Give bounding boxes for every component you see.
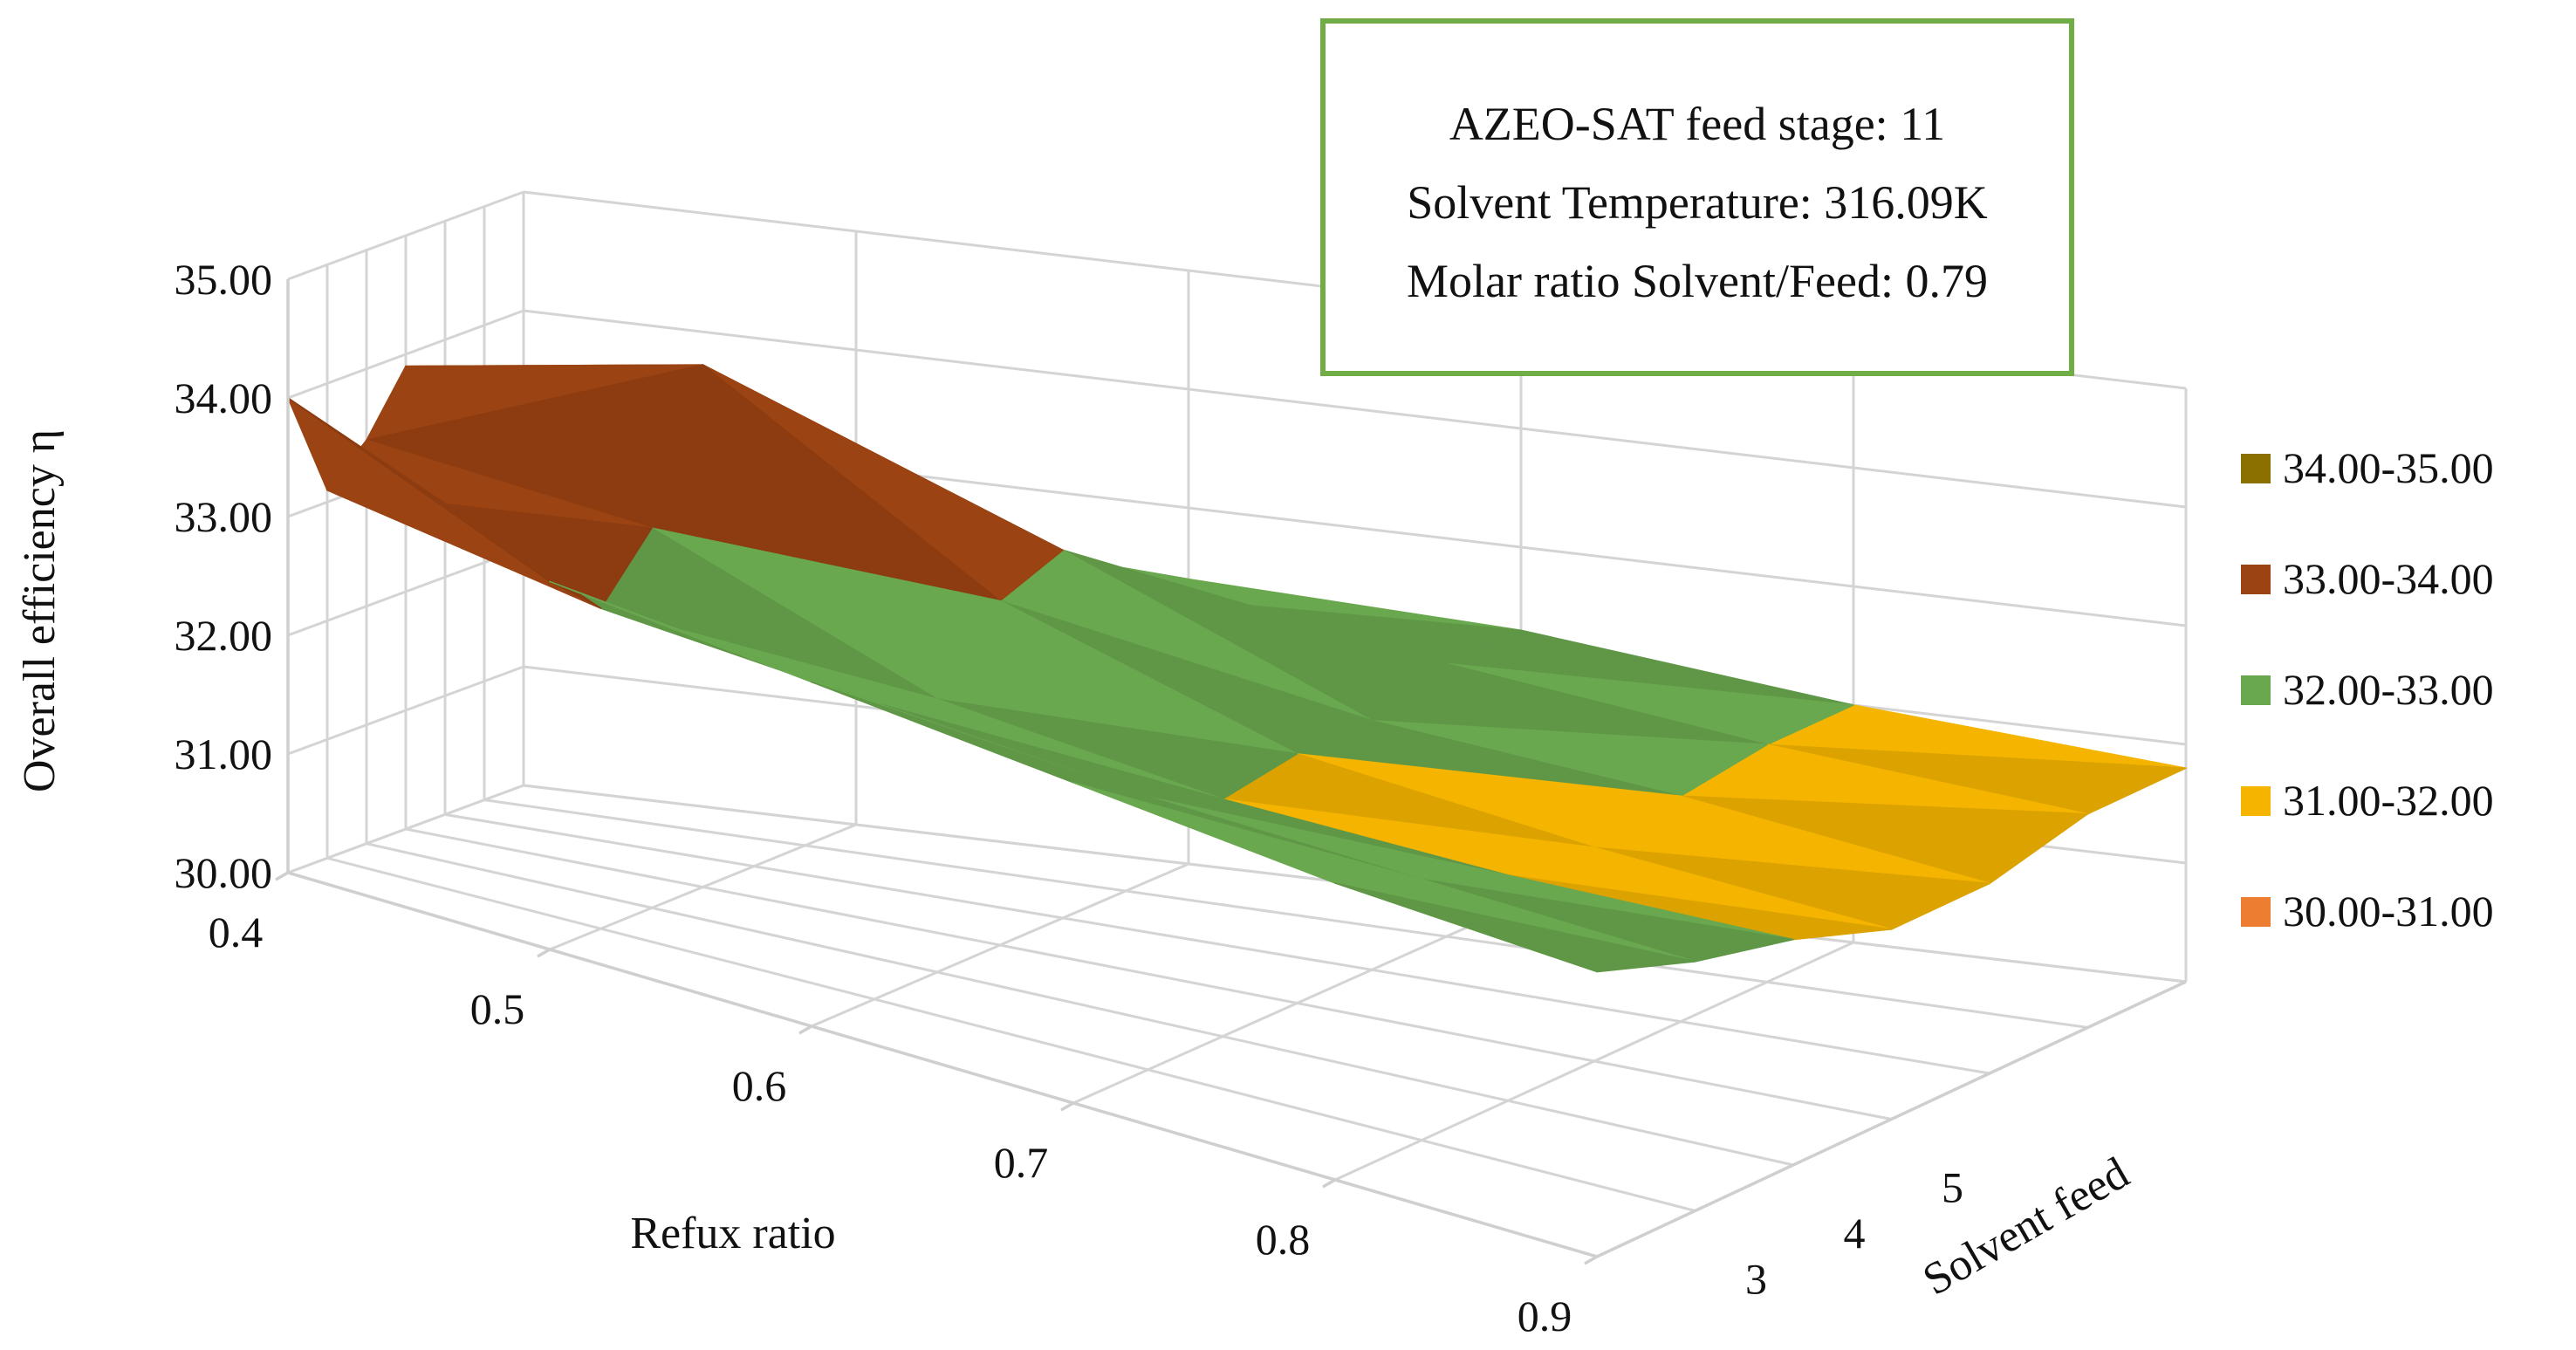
- z-tick-label: 35.00: [175, 255, 273, 304]
- surface-facet: [811, 681, 1149, 798]
- legend-label: 31.00-32.00: [2283, 776, 2494, 825]
- chart-axes: [275, 279, 2187, 1265]
- surface-plot: [287, 364, 2187, 973]
- legend-swatch: [2241, 786, 2271, 816]
- z-tick-label: 31.00: [175, 730, 273, 778]
- legend: 34.00-35.00 33.00-34.00 32.00-33.00 31.0…: [2241, 443, 2494, 935]
- legend-swatch: [2241, 454, 2271, 483]
- info-box-frame: [1320, 18, 2074, 376]
- x-tick-mark: [1060, 1101, 1074, 1112]
- surface-facet: [1072, 782, 1422, 884]
- legend-label: 32.00-33.00: [2283, 665, 2494, 714]
- legend-label: 30.00-31.00: [2283, 887, 2494, 935]
- legend-swatch: [2241, 675, 2271, 705]
- y-gridline-floor: [444, 812, 1990, 1075]
- y-gridline-floor: [405, 827, 1892, 1120]
- y-gridline-floor: [326, 856, 1696, 1212]
- x-axis-line: [287, 871, 1598, 1258]
- info-feed-stage: AZEO-SAT feed stage: 11: [1449, 98, 1945, 150]
- x-axis: 0.4 0.5 0.6 0.7 0.8 0.9 Refux ratio: [209, 908, 1572, 1340]
- z-tick-label: 32.00: [175, 611, 273, 660]
- z-axis: 30.00 31.00 32.00 33.00 34.00 35.00 Over…: [15, 255, 272, 897]
- surface-facet: [1334, 882, 1696, 973]
- y-gridline-floor: [483, 798, 2088, 1029]
- y-tick-label: 3: [1745, 1255, 1767, 1304]
- z-tick-label: 30.00: [175, 848, 273, 897]
- legend-label: 33.00-34.00: [2283, 554, 2494, 603]
- x-axis-title: Refux ratio: [630, 1209, 835, 1258]
- y-tick-label: 5: [1942, 1163, 1963, 1212]
- x-tick-label: 0.4: [209, 908, 264, 956]
- x-tick-mark: [1322, 1178, 1336, 1189]
- x-tick-label: 0.5: [470, 984, 525, 1033]
- y-axis-line: [1596, 980, 2187, 1258]
- legend-swatch: [2241, 897, 2271, 927]
- z-tick-label: 33.00: [175, 492, 273, 541]
- x-tick-mark: [1584, 1255, 1598, 1265]
- legend-label: 34.00-35.00: [2283, 443, 2494, 492]
- z-axis-title: Overall efficiency η: [15, 429, 65, 792]
- x-tick-mark: [537, 948, 551, 958]
- y-gridline-floor: [366, 842, 1794, 1167]
- y-tick-label: 4: [1844, 1209, 1866, 1257]
- x-tick-label: 0.9: [1518, 1292, 1572, 1340]
- info-solvent-temperature: Solvent Temperature: 316.09K: [1407, 176, 1988, 229]
- x-tick-label: 0.7: [994, 1138, 1049, 1187]
- z-gridline-back: [523, 309, 2187, 509]
- surface-facet: [287, 397, 602, 609]
- legend-swatch: [2241, 565, 2271, 594]
- x-tick-label: 0.6: [732, 1061, 787, 1110]
- x-tick-label: 0.8: [1256, 1215, 1311, 1264]
- y-axis: 3 4 5 Solvent feed: [1745, 1148, 2137, 1305]
- x-tick-mark: [275, 871, 289, 881]
- x-tick-mark: [798, 1024, 812, 1035]
- z-tick-label: 34.00: [175, 373, 273, 422]
- info-molar-ratio: Molar ratio Solvent/Feed: 0.79: [1407, 255, 1988, 307]
- info-box: AZEO-SAT feed stage: 11 Solvent Temperat…: [1320, 18, 2074, 376]
